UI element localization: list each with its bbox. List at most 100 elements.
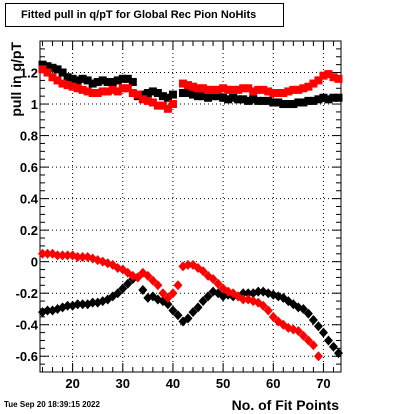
y-tick-label: 0.2 <box>20 223 38 238</box>
data-point-diamond <box>303 335 313 346</box>
data-point-diamond <box>253 286 263 297</box>
data-point-square <box>254 85 263 94</box>
data-point-square <box>178 79 187 88</box>
data-point-square <box>319 93 328 102</box>
data-point-square <box>209 85 218 94</box>
data-point-diamond <box>58 250 68 261</box>
chart-title: Fitted pull in q/pT for Global Rec Pion … <box>5 3 284 27</box>
data-point-diamond <box>313 351 323 362</box>
data-point-diamond <box>263 305 273 316</box>
data-point-square <box>168 100 177 109</box>
data-point-diamond <box>293 326 303 337</box>
data-point-square <box>113 76 122 85</box>
series-3 <box>38 248 323 362</box>
data-point-square <box>118 84 127 93</box>
x-tick-label: 50 <box>216 376 230 391</box>
data-point-square <box>194 84 203 93</box>
data-point-square <box>304 82 313 91</box>
data-point-square <box>294 98 303 107</box>
data-point-square <box>264 87 273 96</box>
data-point-square <box>88 89 97 98</box>
data-point-square <box>108 85 117 94</box>
data-point-diamond <box>208 274 218 285</box>
data-point-square <box>229 85 238 94</box>
data-point-diamond <box>63 300 73 311</box>
timestamp: Tue Sep 20 18:39:15 2022 <box>4 400 100 409</box>
data-point-square <box>314 95 323 104</box>
data-point-square <box>48 73 57 82</box>
data-point-square <box>244 96 253 105</box>
data-point-diamond <box>113 288 123 299</box>
data-point-diamond <box>333 348 343 359</box>
data-point-square <box>98 87 107 96</box>
data-point-square <box>329 93 338 102</box>
data-point-diamond <box>198 296 208 307</box>
data-point-square <box>98 76 107 85</box>
data-point-diamond <box>153 280 163 291</box>
data-point-square <box>334 93 343 102</box>
data-point-diamond <box>303 308 313 319</box>
data-point-square <box>289 100 298 109</box>
data-point-square <box>324 70 333 79</box>
data-point-diamond <box>138 285 148 296</box>
data-point-square <box>78 74 87 83</box>
data-point-diamond <box>313 321 323 332</box>
data-point-square <box>163 104 172 113</box>
data-point-diamond <box>198 266 208 277</box>
data-point-diamond <box>123 278 133 289</box>
data-point-diamond <box>43 305 53 316</box>
data-point-square <box>103 87 112 96</box>
y-tick-label: 0.6 <box>20 160 38 175</box>
data-point-square <box>209 92 218 101</box>
data-point-square <box>123 74 132 83</box>
data-point-square <box>58 68 67 77</box>
data-point-square <box>38 65 47 74</box>
data-point-square <box>43 68 52 77</box>
data-point-diamond <box>133 272 143 283</box>
data-point-diamond <box>213 278 223 289</box>
data-point-square <box>324 95 333 104</box>
y-tick-label: 0 <box>31 255 38 270</box>
data-point-square <box>138 95 147 104</box>
data-point-square <box>284 100 293 109</box>
data-point-square <box>88 79 97 88</box>
y-tick-label: -0.2 <box>16 286 38 301</box>
data-point-square <box>93 77 102 86</box>
data-point-diamond <box>193 302 203 313</box>
y-tick-label: 0.4 <box>20 192 39 207</box>
data-point-square <box>123 84 132 93</box>
x-tick-label: 60 <box>266 376 280 391</box>
data-point-diamond <box>238 294 248 305</box>
data-point-square <box>299 98 308 107</box>
data-point-square <box>259 96 268 105</box>
data-point-square <box>279 100 288 109</box>
data-point-square <box>224 85 233 94</box>
data-point-diamond <box>168 288 178 299</box>
data-point-square <box>214 85 223 94</box>
data-point-square <box>224 95 233 104</box>
data-point-square <box>204 85 213 94</box>
x-tick-label: 30 <box>116 376 130 391</box>
data-point-square <box>314 76 323 85</box>
data-point-square <box>244 84 253 93</box>
data-point-square <box>294 85 303 94</box>
data-point-diamond <box>143 270 153 281</box>
data-point-square <box>319 71 328 80</box>
data-point-diamond <box>43 248 53 259</box>
data-point-diamond <box>88 297 98 308</box>
y-tick-label: 1.2 <box>20 66 38 81</box>
data-point-square <box>183 89 192 98</box>
data-point-square <box>334 74 343 83</box>
data-point-square <box>309 79 318 88</box>
data-point-square <box>63 73 72 82</box>
data-point-square <box>299 84 308 93</box>
data-point-square <box>329 73 338 82</box>
data-point-diamond <box>268 311 278 322</box>
data-point-square <box>189 90 198 99</box>
data-point-square <box>128 77 137 86</box>
data-point-square <box>234 95 243 104</box>
data-point-square <box>229 93 238 102</box>
data-point-diamond <box>183 313 193 324</box>
data-point-square <box>178 89 187 98</box>
data-point-diamond <box>203 291 213 302</box>
